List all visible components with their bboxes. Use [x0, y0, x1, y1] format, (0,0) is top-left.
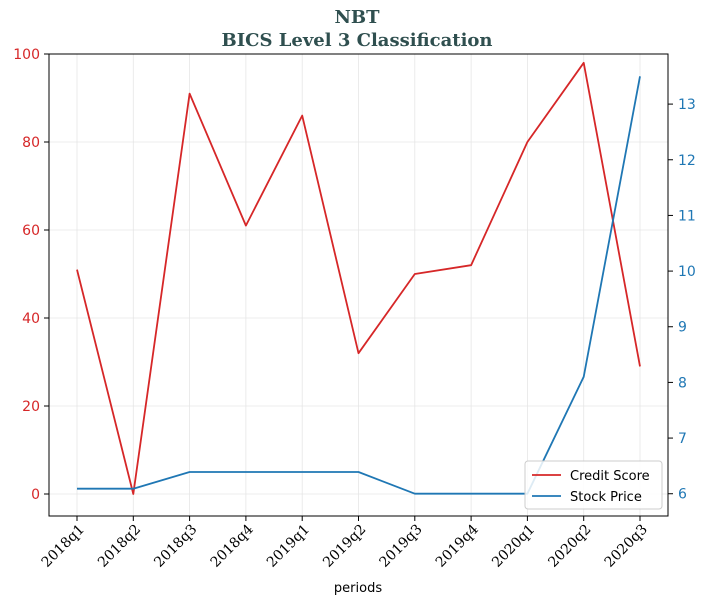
x-tick-label: 2019q3 — [376, 522, 425, 571]
left-tick-label: 100 — [13, 47, 40, 63]
series-line-credit-score — [76, 61, 641, 495]
legend-label: Stock Price — [570, 490, 642, 505]
right-tick-label: 10 — [678, 264, 696, 280]
x-tick-label: 2020q3 — [602, 522, 651, 571]
right-tick-label: 6 — [678, 487, 687, 503]
x-axis: 2018q1 2018q2 2018q3 2018q4 2019q1 2019q2 2019… — [39, 516, 651, 571]
series-line-stock-price — [77, 76, 641, 495]
x-tick-label: 2020q2 — [545, 522, 594, 571]
left-tick-label: 80 — [22, 135, 40, 151]
right-tick-label: 12 — [678, 153, 696, 169]
chart-subtitle: BICS Level 3 Classification — [221, 30, 492, 51]
x-tick-label: 2018q2 — [95, 522, 144, 571]
grid — [49, 53, 668, 516]
left-tick-label: 60 — [22, 223, 40, 239]
x-tick-label: 2019q4 — [433, 521, 482, 570]
right-tick-label: 9 — [678, 320, 687, 336]
legend-box — [524, 460, 663, 510]
series-layer — [76, 61, 641, 495]
x-axis-label: periods — [334, 581, 382, 596]
right-tick-label: 13 — [678, 97, 696, 113]
right-axis: 6 7 8 9 10 11 12 13 — [668, 97, 696, 503]
legend: Credit Score Stock Price — [524, 460, 663, 510]
chart-title: NBT — [334, 7, 380, 28]
x-tick-label: 2020q1 — [489, 522, 538, 571]
left-tick-label: 0 — [31, 487, 40, 503]
x-tick-label: 2018q1 — [39, 522, 88, 571]
left-tick-label: 40 — [22, 311, 40, 327]
legend-label: Credit Score — [570, 469, 650, 484]
x-tick-label: 2018q3 — [151, 522, 200, 571]
x-tick-label: 2019q2 — [320, 522, 369, 571]
right-tick-label: 7 — [678, 431, 687, 447]
left-axis: 0 20 40 60 80 100 — [13, 47, 49, 503]
left-tick-label: 20 — [22, 399, 40, 415]
x-tick-label: 2019q1 — [264, 522, 313, 571]
right-tick-label: 8 — [678, 375, 687, 391]
x-tick-label: 2018q4 — [208, 521, 257, 570]
right-tick-label: 11 — [678, 208, 696, 224]
